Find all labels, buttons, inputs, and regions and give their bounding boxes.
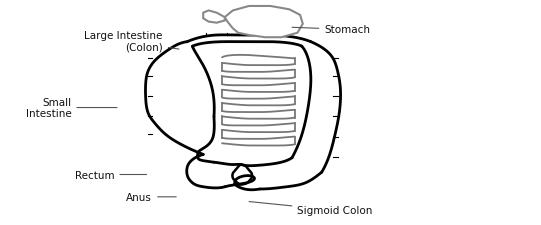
Text: Anus: Anus [126, 192, 176, 202]
Polygon shape [203, 11, 225, 24]
Polygon shape [225, 7, 303, 38]
Text: Large Intestine
(Colon): Large Intestine (Colon) [84, 31, 179, 52]
Text: Sigmoid Colon: Sigmoid Colon [249, 202, 373, 215]
Text: Small
Intestine: Small Intestine [25, 97, 117, 119]
Text: Rectum: Rectum [75, 170, 147, 180]
Text: Stomach: Stomach [292, 25, 371, 35]
